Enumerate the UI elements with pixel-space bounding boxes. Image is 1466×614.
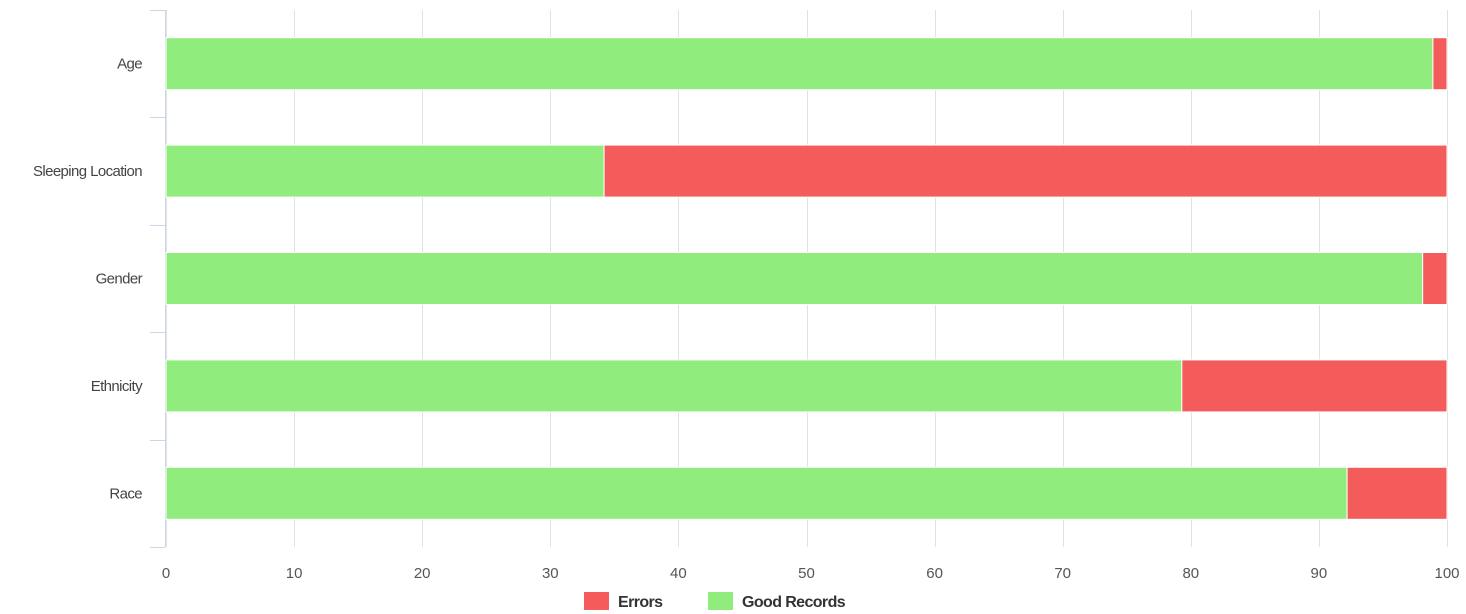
bar-errors[interactable] (1346, 466, 1448, 520)
category-labels: Age Sleeping Location Gender Ethnicity Race (33, 56, 144, 503)
x-tick-label: 80 (1182, 565, 1199, 582)
category-label: Ethnicity (91, 378, 143, 395)
bar-errors[interactable] (1422, 252, 1448, 305)
bar-errors[interactable] (1432, 37, 1448, 91)
value-axis-ticks: 0 10 20 30 40 50 60 70 80 90 100 (162, 565, 1460, 582)
category-label: Sleeping Location (33, 163, 142, 180)
bar-errors[interactable] (603, 144, 1448, 198)
legend-swatch (708, 592, 733, 610)
x-tick-label: 100 (1434, 565, 1459, 582)
x-tick-label: 90 (1311, 565, 1328, 582)
legend-item-errors[interactable]: Errors (584, 592, 664, 611)
bars (165, 37, 1448, 520)
legend-swatch (584, 592, 609, 610)
legend-label: Errors (618, 594, 663, 611)
bar-good-records[interactable] (165, 252, 1424, 305)
x-tick-label: 20 (414, 565, 431, 582)
x-tick-label: 30 (542, 565, 559, 582)
x-tick-label: 50 (798, 565, 815, 582)
x-tick-label: 70 (1054, 565, 1071, 582)
bar-good-records[interactable] (165, 37, 1434, 91)
category-label: Gender (96, 271, 143, 288)
x-tick-label: 10 (286, 565, 303, 582)
bar-good-records[interactable] (165, 359, 1183, 413)
legend-label: Good Records (742, 594, 846, 611)
category-label: Age (117, 56, 142, 73)
bar-errors[interactable] (1181, 359, 1448, 413)
x-tick-label: 60 (926, 565, 943, 582)
x-tick-label: 40 (670, 565, 687, 582)
bar-good-records[interactable] (165, 466, 1348, 520)
legend[interactable]: Errors Good Records (584, 592, 846, 611)
x-tick-label: 0 (162, 565, 170, 582)
category-label: Race (109, 485, 142, 502)
category-axis (150, 10, 166, 548)
bar-good-records[interactable] (165, 144, 605, 198)
legend-item-good-records[interactable]: Good Records (708, 592, 846, 611)
